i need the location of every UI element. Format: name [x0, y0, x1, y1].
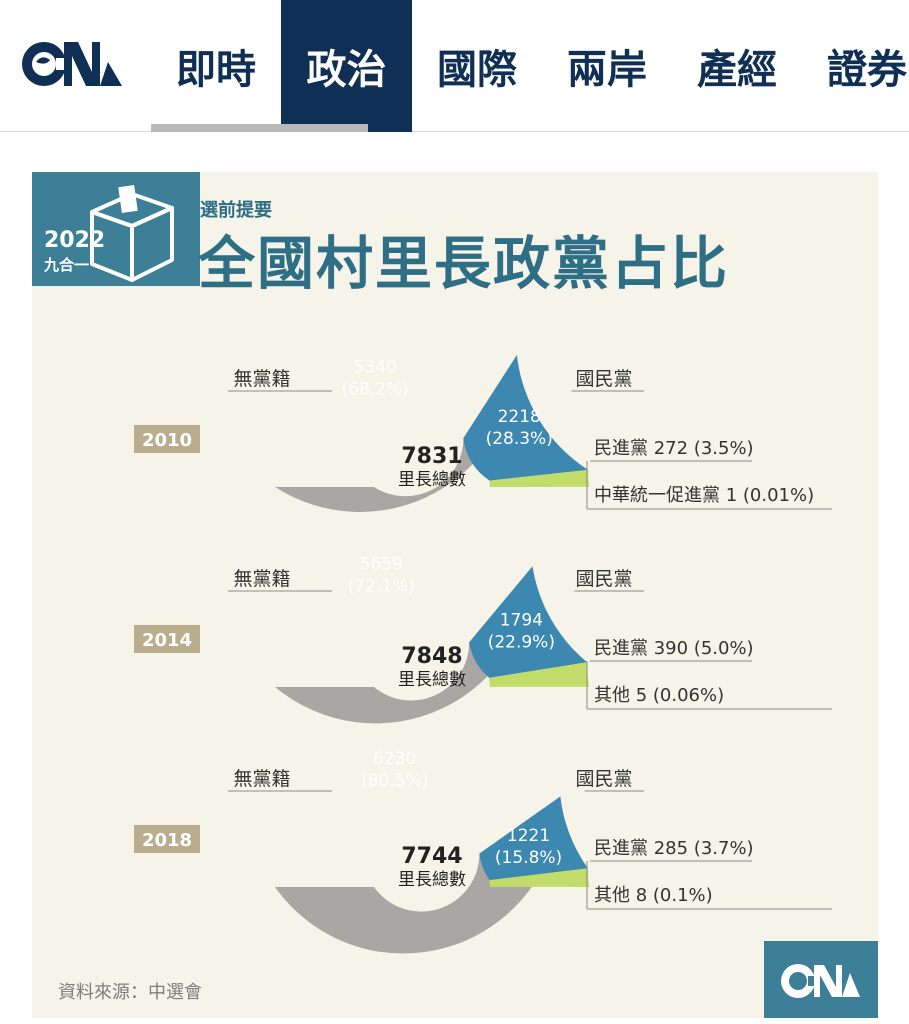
slice-2014-1: [469, 566, 588, 678]
label-kmt-2014: 國民黨: [575, 568, 632, 590]
tab-cross-strait[interactable]: 兩岸: [567, 47, 647, 93]
value-2010-0: 5340: [354, 357, 397, 377]
label-other-2014: 其他 5 (0.06%): [594, 685, 724, 706]
slice-2014-2: [489, 662, 589, 687]
tab-scroll-indicator[interactable]: [151, 124, 368, 132]
label-dpp-2018: 民進黨 285 (3.7%): [594, 838, 754, 859]
top-nav: 即時 政治 國際 兩岸 產經 證券: [0, 0, 909, 132]
percent-2018-0: (80.5%): [361, 771, 428, 791]
cna-watermark-logo-icon: [764, 941, 878, 1018]
year-label-2014: 2014: [142, 630, 192, 651]
year-box-2018: [134, 825, 200, 853]
total-label-2010: 里長總數: [398, 470, 466, 490]
total-label-2018: 里長總數: [398, 870, 466, 890]
percent-2014-0: (72.1%): [348, 576, 415, 596]
total-2010: 7831: [401, 444, 462, 469]
percent-2014-1: (22.9%): [488, 633, 555, 653]
slice-2018-2: [489, 868, 589, 887]
value-2010-1: 2218: [498, 407, 541, 427]
value-2018-0: 6230: [373, 749, 416, 769]
badge-subtitle: 九合一: [44, 256, 90, 274]
tab-international[interactable]: 國際: [437, 47, 517, 93]
slice-2014-0: [275, 566, 533, 724]
pre-title: 選前提要: [200, 200, 272, 221]
tab-politics[interactable]: 政治: [281, 0, 412, 132]
tab-securities[interactable]: 證券: [827, 47, 907, 93]
tab-realtime[interactable]: 即時: [176, 47, 256, 93]
total-label-2014: 里長總數: [398, 670, 466, 690]
label-indep-2010: 無黨籍: [233, 368, 290, 390]
year-label-2010: 2010: [142, 430, 192, 451]
slice-2010-1: [463, 354, 589, 481]
year-box-2010: [134, 425, 200, 453]
value-2014-0: 5659: [360, 554, 403, 574]
tab-economy[interactable]: 產經: [697, 47, 777, 93]
label-other-2018: 其他 8 (0.1%): [594, 885, 713, 906]
label-indep-2014: 無黨籍: [233, 568, 290, 590]
total-2014: 7848: [401, 644, 462, 669]
year-box-2014: [134, 625, 200, 653]
slice-2018-0: [275, 796, 561, 954]
label-dpp-2010: 民進黨 272 (3.5%): [594, 438, 754, 459]
nav-tabs: 即時 政治 國際 兩岸 產經 證券: [151, 0, 909, 132]
election-badge: 2022 九合一: [32, 172, 200, 286]
label-other-2010: 中華統一促進黨 1 (0.01%): [594, 485, 814, 506]
percent-2010-0: (68.2%): [342, 379, 409, 399]
ballot-box-icon: [90, 185, 174, 282]
year-label-2018: 2018: [142, 830, 192, 851]
value-2014-1: 1794: [500, 611, 543, 631]
percent-2018-1: (15.8%): [495, 848, 562, 868]
infographic: 2022 九合一 選前提要 全國村里長政黨占比 2010 5340 (68.2%) 2…: [32, 172, 878, 1018]
badge-year: 2022: [44, 228, 106, 253]
percent-2010-1: (28.3%): [486, 429, 553, 449]
slice-2010-0: [275, 354, 517, 512]
value-2018-1: 1221: [507, 826, 550, 846]
slice-2010-2: [489, 469, 589, 487]
label-indep-2018: 無黨籍: [233, 768, 290, 790]
label-kmt-2010: 國民黨: [575, 368, 632, 390]
data-source: 資料來源：中選會: [58, 982, 202, 1003]
slice-2018-3: [489, 886, 589, 887]
total-2018: 7744: [401, 844, 462, 869]
cna-logo-icon[interactable]: [20, 38, 122, 90]
slice-2018-1: [479, 796, 588, 881]
label-dpp-2014: 民進黨 390 (5.0%): [594, 638, 754, 659]
label-kmt-2018: 國民黨: [575, 768, 632, 790]
infographic-title: 全國村里長政黨占比: [198, 230, 729, 297]
